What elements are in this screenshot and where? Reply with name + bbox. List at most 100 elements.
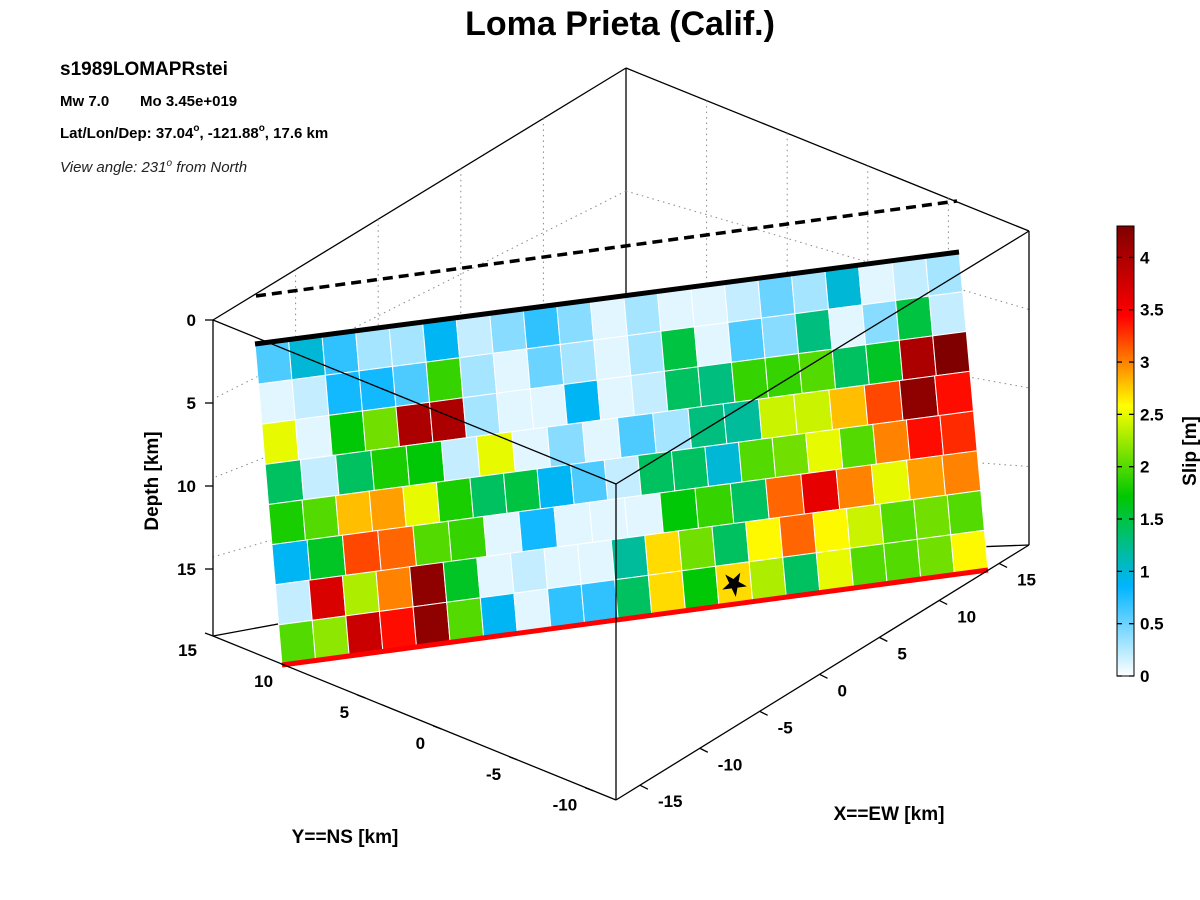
fault-bottom-edge xyxy=(281,567,989,668)
slip-cell xyxy=(793,389,834,435)
slip-cell xyxy=(546,421,587,468)
slip-cell xyxy=(630,370,669,417)
slip-cell xyxy=(670,446,710,492)
ns-tick-label: 10 xyxy=(254,672,273,691)
slip-cell xyxy=(368,486,407,532)
slip-cell xyxy=(422,317,461,363)
slip-cell xyxy=(529,383,568,430)
slip-cell xyxy=(328,410,367,457)
colorbar-label: Slip [m] xyxy=(1180,416,1200,486)
slip-cell xyxy=(883,538,922,585)
ew-tick-label: 0 xyxy=(838,681,847,700)
colorbar-tick-label: 1.5 xyxy=(1140,510,1164,529)
slip-cell xyxy=(610,534,649,581)
slip-cell xyxy=(254,339,293,385)
hypocenter-star-icon xyxy=(722,572,747,597)
slip-cell xyxy=(845,503,885,549)
slip-cell xyxy=(694,483,735,529)
slip-cell xyxy=(812,507,851,554)
slip-cell xyxy=(447,515,488,562)
slip-cell xyxy=(905,414,945,461)
depth-tick-label: 5 xyxy=(187,394,196,413)
slip-cell xyxy=(727,317,766,363)
slip-cell xyxy=(596,375,635,421)
ew-tick-label: -5 xyxy=(778,718,793,737)
slip-cell xyxy=(644,530,683,576)
magnitude-text: Mw 7.0 xyxy=(60,93,109,110)
slip-cell xyxy=(388,321,427,368)
slip-cell xyxy=(760,313,800,359)
slip-cell xyxy=(934,370,975,417)
slip-cell xyxy=(324,370,363,416)
colorbar-tick-label: 1 xyxy=(1140,562,1149,581)
slip-cell xyxy=(442,557,481,603)
slip-cell xyxy=(355,325,394,372)
slip-cell xyxy=(274,579,313,626)
slip-cell xyxy=(849,543,888,589)
slip-cell xyxy=(697,361,736,408)
depth-axis: 0 5 10 15 xyxy=(177,311,213,579)
slip-cell xyxy=(370,445,411,492)
colorbar-tick-label: 0.5 xyxy=(1140,615,1164,634)
slip-cell xyxy=(358,365,397,412)
slip-cell xyxy=(898,335,937,381)
slip-cell xyxy=(435,477,474,523)
slip-cell xyxy=(301,495,340,541)
slip-cell xyxy=(536,463,575,510)
slip-cell xyxy=(939,410,978,456)
colorbar-tick-label: 0 xyxy=(1140,667,1149,686)
slip-cell xyxy=(928,291,967,337)
slip-cell xyxy=(790,268,830,315)
slip-cell xyxy=(946,489,985,536)
slip-cell xyxy=(831,344,870,390)
colorbar-ticks: 0 0.5 1 1.5 2 2.5 3 3.5 4 xyxy=(1117,248,1164,686)
slip-cell xyxy=(913,494,952,540)
colorbar-tick-label: 3.5 xyxy=(1140,301,1164,320)
slip-cell xyxy=(513,588,552,634)
slip-cell xyxy=(857,260,897,306)
slip-cell xyxy=(546,583,586,630)
slip-cell xyxy=(771,432,810,479)
slip-cell xyxy=(950,529,989,576)
axes-box-front xyxy=(212,230,1030,801)
slip-cell xyxy=(496,388,535,434)
slip-cell xyxy=(835,464,876,510)
slip-cell xyxy=(745,516,784,563)
slip-cell xyxy=(941,450,982,496)
slip-cell xyxy=(580,579,619,625)
slip-cell xyxy=(677,525,717,572)
slip-cell xyxy=(603,454,642,501)
slip-cell xyxy=(660,326,699,372)
slip-cell xyxy=(838,423,877,470)
slip-cell xyxy=(757,273,796,319)
ns-axis: -10 -5 0 5 10 15 xyxy=(178,632,594,815)
slip-cell xyxy=(764,353,803,399)
depth-tick-label: 15 xyxy=(177,560,196,579)
slip-cell xyxy=(681,565,720,612)
slip-cell xyxy=(581,417,622,463)
slip-cell xyxy=(782,552,821,598)
moment-text: Mo 3.45e+019 xyxy=(140,93,237,110)
ns-tick-label: 15 xyxy=(178,641,197,660)
slip-cell xyxy=(321,330,360,376)
slip-cell xyxy=(659,487,700,534)
fault-top-edge xyxy=(254,249,960,347)
location-text: Lat/Lon/Dep: 37.04o, -121.88o, 17.6 km xyxy=(60,123,328,142)
slip-cell xyxy=(800,468,841,515)
slip-cell xyxy=(870,459,911,506)
slip-cell xyxy=(623,290,662,337)
slip-cell xyxy=(299,454,340,501)
slip-cell xyxy=(522,304,561,350)
slip-cell xyxy=(805,428,844,474)
slip-cell xyxy=(341,570,380,617)
ew-tick-label: 15 xyxy=(1017,570,1036,589)
slip-cell xyxy=(895,295,934,341)
colorbar-tick-label: 4 xyxy=(1140,248,1150,267)
slip-cell xyxy=(815,547,855,594)
slip-cell xyxy=(748,556,787,603)
slip-cell xyxy=(588,497,629,543)
slip-cell xyxy=(428,397,468,443)
slip-cell xyxy=(687,403,728,449)
slip-cell xyxy=(711,521,750,567)
